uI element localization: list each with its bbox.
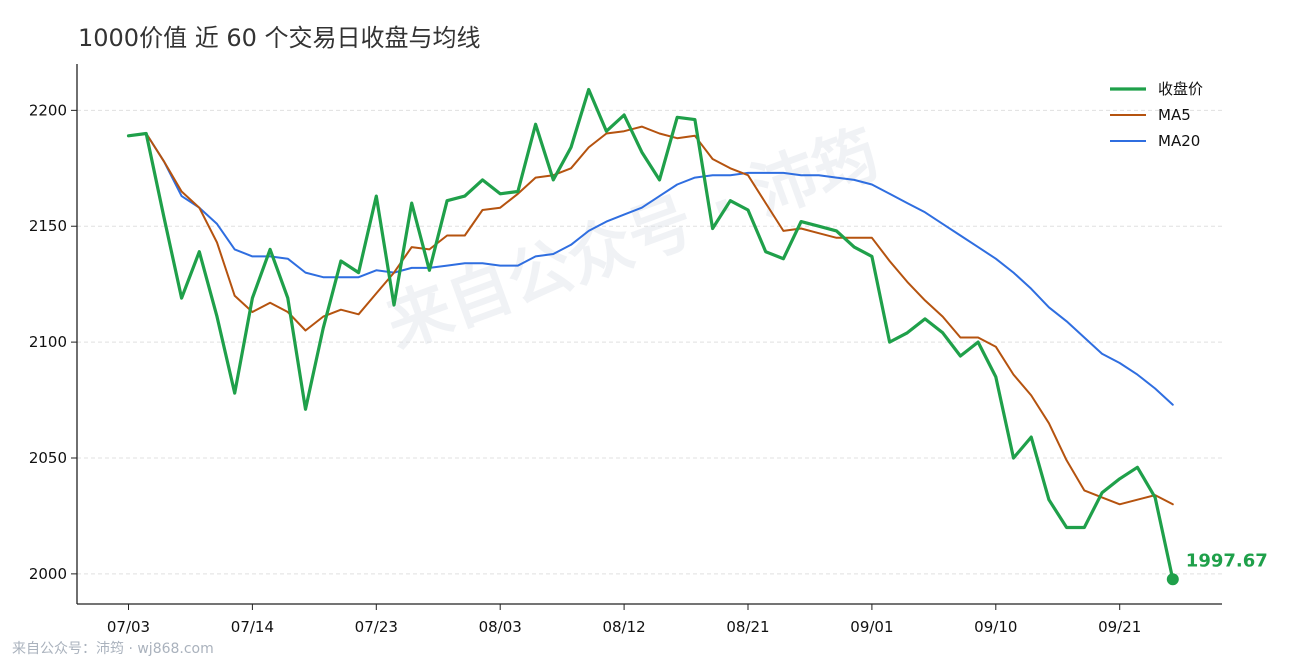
y-tick-label: 2000 bbox=[29, 565, 67, 583]
legend-label-ma5: MA5 bbox=[1158, 106, 1191, 124]
series-layer: 1997.67 bbox=[126, 87, 1268, 586]
x-tick-label: 09/21 bbox=[1098, 618, 1141, 636]
legend-label-close: 收盘价 bbox=[1158, 80, 1203, 98]
series-line-ma20 bbox=[127, 132, 1174, 406]
x-tick-label: 08/12 bbox=[602, 618, 645, 636]
x-tick-label: 09/10 bbox=[974, 618, 1017, 636]
x-tick-label: 07/23 bbox=[355, 618, 398, 636]
x-tick-label: 09/01 bbox=[850, 618, 893, 636]
grid-layer bbox=[77, 109, 1222, 575]
end-point-marker bbox=[1166, 573, 1179, 586]
y-tick-label: 2200 bbox=[29, 101, 67, 119]
y-tick-label: 2150 bbox=[29, 217, 67, 235]
chart-title: 1000价值 近 60 个交易日收盘与均线 bbox=[78, 24, 481, 52]
footer-source: 来自公众号：沛筠 · wj868.com bbox=[12, 641, 214, 657]
legend: 收盘价 MA5 MA20 bbox=[1110, 80, 1203, 150]
series-line-close bbox=[126, 87, 1175, 581]
watermark-text: 来自公众号 · 沛筠 bbox=[377, 117, 888, 363]
x-tick-label: 08/03 bbox=[479, 618, 522, 636]
y-tick-label: 2100 bbox=[29, 333, 67, 351]
series-line-ma5 bbox=[127, 125, 1174, 506]
x-tick-label: 07/03 bbox=[107, 618, 150, 636]
y-tick-label: 2050 bbox=[29, 449, 67, 467]
end-point-label: 1997.67 bbox=[1186, 550, 1268, 571]
legend-label-ma20: MA20 bbox=[1158, 132, 1200, 150]
axes-layer: 2000 2050 2100 2150 2200 07/03 07/14 07/23 08/03… bbox=[29, 64, 1222, 636]
x-tick-label: 07/14 bbox=[231, 618, 274, 636]
x-tick-label: 08/21 bbox=[726, 618, 769, 636]
